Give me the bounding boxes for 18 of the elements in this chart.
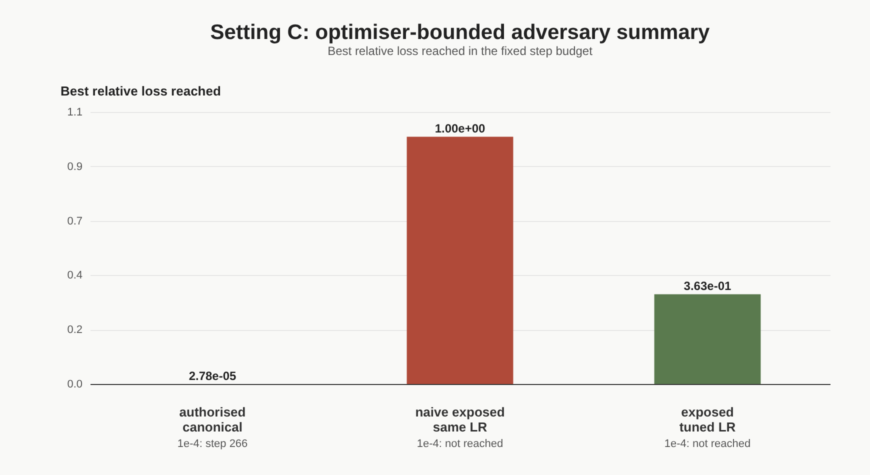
y-tick-label: 0.0 — [67, 378, 82, 390]
y-tick-label: 0.4 — [67, 270, 82, 282]
x-tick-label: exposed tuned LR — [679, 404, 736, 434]
y-tick-label: 1.1 — [67, 106, 82, 118]
y-tick-label: 0.7 — [67, 215, 82, 228]
data-label: 3.63e-01 — [684, 279, 732, 294]
x-tick-label: naive exposed same LR — [415, 404, 505, 434]
chart-title: Setting C: optimiser-bounded adversary summary — [210, 21, 710, 44]
y-axis-title: Best relative loss reached — [60, 84, 221, 98]
data-label: 2.78e-05 — [188, 368, 237, 383]
y-tick-label: 0.9 — [67, 160, 82, 173]
text: 1e-4: not reached — [416, 438, 504, 450]
text: 1e-4: not reached — [664, 438, 751, 450]
data-label: 1.00e+00 — [434, 122, 486, 136]
chart-subtitle: Best relative loss reached in the fixed step budget — [328, 44, 594, 58]
y-tick-label: 0.2 — [67, 324, 82, 336]
text: 1e-4: step 266 — [177, 438, 248, 450]
x-tick-label: authorised canonical — [179, 404, 246, 434]
